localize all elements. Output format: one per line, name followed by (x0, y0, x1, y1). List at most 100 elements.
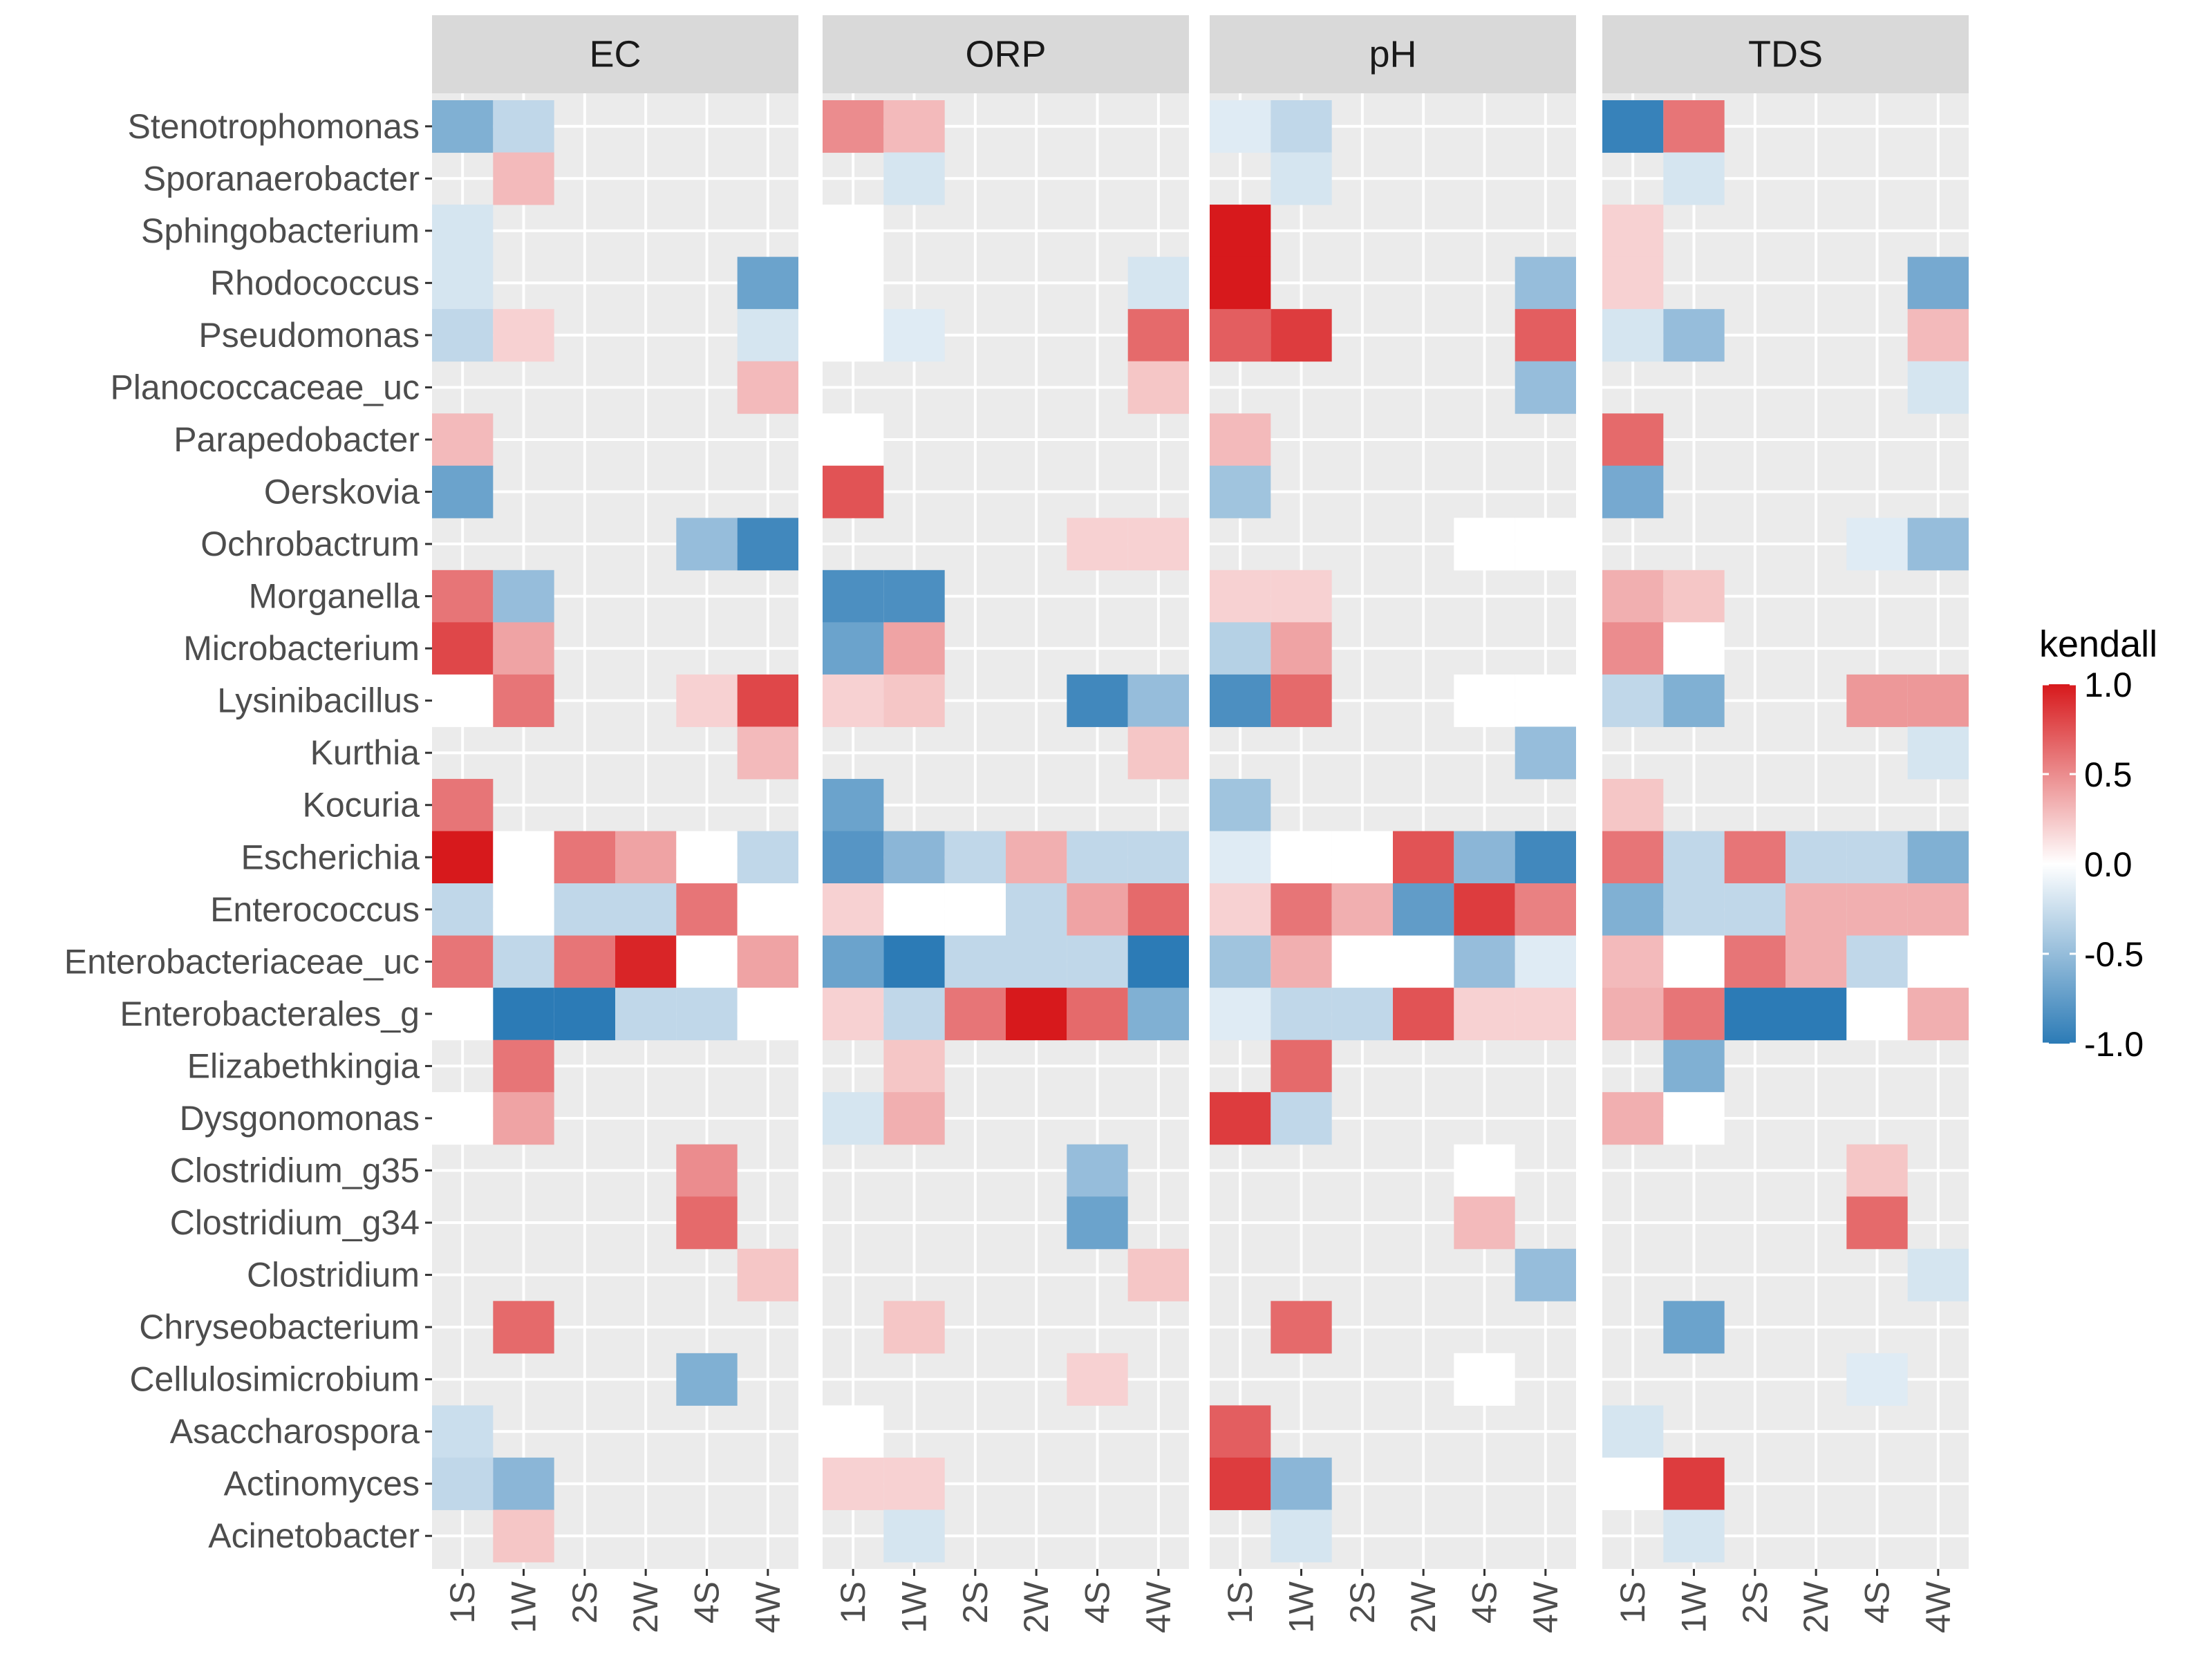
y-tick-label-dysgonomonas: Dysgonomonas (180, 1099, 420, 1138)
heat-cell-tds-microbacterium-1s (1602, 622, 1664, 675)
heat-cell-ph-enterobacteriaceae-uc-4s (1454, 935, 1515, 988)
heat-cell-orp-escherichia-4s (1067, 831, 1128, 884)
heat-cell-tds-clostridium-g34-4s (1846, 1196, 1908, 1250)
x-axis-orp: 1S 1W 2S 2W 4S 4W (834, 1569, 1178, 1633)
heat-cell-ec-enterobacteriaceae-uc-2w (615, 935, 677, 988)
heat-cell-ph-clostridium-4w (1515, 1248, 1576, 1301)
heat-cell-ec-ochrobactrum-4w (737, 518, 798, 571)
heat-cell-ph-enterobacterales-g-2w (1393, 988, 1454, 1041)
heat-cell-tds-enterococcus-1s (1602, 883, 1664, 937)
facet-label-tds: TDS (1748, 34, 1823, 75)
heat-cell-orp-enterobacterales-g-1w (883, 988, 945, 1041)
heat-cell-tds-enterobacterales-g-1s (1602, 988, 1664, 1041)
y-tick-label-asaccharospora: Asaccharospora (170, 1412, 420, 1451)
heat-cell-orp-kocuria-1s (823, 778, 884, 831)
heat-cell-ec-morganella-1s (432, 570, 494, 623)
x-tick-label-1w: 1W (1282, 1581, 1321, 1633)
heat-cell-ph-stenotrophomonas-1s (1210, 100, 1271, 153)
x-tick-label-4s: 4S (688, 1581, 727, 1624)
heat-cell-ec-pseudomonas-1w (493, 309, 554, 362)
heat-cell-tds-pseudomonas-4w (1907, 309, 1969, 362)
heat-cell-ec-microbacterium-1s (432, 622, 494, 675)
y-tick-label-acinetobacter: Acinetobacter (208, 1516, 420, 1555)
heat-cell-orp-planococcaceae-uc-4w (1127, 361, 1189, 414)
heat-cell-orp-enterobacteriaceae-uc-2s (944, 935, 1006, 988)
x-tick-label-4s: 4S (1078, 1581, 1117, 1624)
strip-background (432, 15, 798, 93)
heat-cell-tds-escherichia-1w (1663, 831, 1725, 884)
y-tick-label-microbacterium: Microbacterium (183, 629, 420, 668)
heat-cell-orp-lysinibacillus-4w (1127, 674, 1189, 727)
heat-cell-ph-escherichia-1s (1210, 831, 1271, 884)
y-tick-label-kocuria: Kocuria (302, 786, 420, 825)
legend-title: kendall (2039, 623, 2157, 665)
heat-cell-ec-microbacterium-1w (493, 622, 554, 675)
x-tick-label-2w: 2W (1797, 1581, 1835, 1633)
heat-cell-ph-lysinibacillus-4w (1515, 674, 1576, 727)
x-tick-label-2s: 2S (1736, 1581, 1774, 1624)
heat-cell-ec-clostridium-4w (737, 1248, 798, 1301)
heat-cell-ph-kocuria-1s (1210, 778, 1271, 831)
heat-cell-tds-pseudomonas-1w (1663, 309, 1725, 362)
heat-cell-tds-enterobacteriaceae-uc-1s (1602, 935, 1664, 988)
heat-cell-ph-kurthia-4w (1515, 726, 1576, 780)
heat-cell-ec-enterococcus-4s (676, 883, 738, 937)
y-tick-label-escherichia: Escherichia (241, 838, 420, 876)
heat-cell-ec-lysinibacillus-4s (676, 674, 738, 727)
heat-cell-orp-acinetobacter-1w (883, 1509, 945, 1563)
heat-cell-orp-morganella-1w (883, 570, 945, 623)
heat-cell-ph-escherichia-4s (1454, 831, 1515, 884)
heat-cell-ph-enterobacterales-g-2s (1331, 988, 1393, 1041)
heat-cell-tds-actinomyces-1w (1663, 1457, 1725, 1510)
panel-tds: TDS 1S 1W 2S 2W 4S 4W (1602, 15, 1969, 1633)
heat-cell-ph-sphingobacterium-1s (1210, 205, 1271, 258)
heat-cell-orp-actinomyces-1s (823, 1457, 884, 1510)
heat-cell-orp-sphingobacterium-1s (823, 205, 884, 258)
heat-cell-ph-parapedobacter-1s (1210, 413, 1271, 467)
legend-label: -0.5 (2084, 935, 2144, 974)
x-tick-label-1s: 1S (834, 1581, 872, 1624)
heat-cell-ph-microbacterium-1w (1271, 622, 1332, 675)
heat-cell-ec-oerskovia-1s (432, 465, 494, 518)
heat-cell-orp-enterobacteriaceae-uc-4w (1127, 935, 1189, 988)
heat-cell-orp-dysgonomonas-1s (823, 1092, 884, 1145)
heat-cell-orp-enterococcus-1w (883, 883, 945, 937)
strip-background (1602, 15, 1969, 93)
heat-cell-tds-stenotrophomonas-1s (1602, 100, 1664, 153)
y-tick-label-parapedobacter: Parapedobacter (174, 420, 420, 459)
heat-cell-ph-enterobacterales-g-4w (1515, 988, 1576, 1041)
y-tick-label-actinomyces: Actinomyces (224, 1465, 420, 1503)
heat-cell-orp-escherichia-4w (1127, 831, 1189, 884)
heat-cell-orp-rhodococcus-4w (1127, 256, 1189, 310)
heat-cell-ec-planococcaceae-uc-4w (737, 361, 798, 414)
heat-cell-ph-lysinibacillus-4s (1454, 674, 1515, 727)
x-axis-ec: 1S 1W 2S 2W 4S 4W (443, 1569, 787, 1633)
heat-cell-tds-planococcaceae-uc-4w (1907, 361, 1969, 414)
heat-cell-ec-cellulosimicrobium-4s (676, 1353, 738, 1406)
heat-cell-orp-microbacterium-1s (823, 622, 884, 675)
y-tick-label-enterococcus: Enterococcus (210, 890, 420, 929)
heat-cell-tds-ochrobactrum-4w (1907, 518, 1969, 571)
heat-cell-orp-cellulosimicrobium-4s (1067, 1353, 1128, 1406)
x-tick-label-2s: 2S (565, 1581, 604, 1624)
heat-cell-ph-chryseobacterium-1w (1271, 1301, 1332, 1354)
heat-cell-tds-pseudomonas-1s (1602, 309, 1664, 362)
heat-cell-ec-escherichia-1s (432, 831, 494, 884)
x-tick-label-1s: 1S (1613, 1581, 1652, 1624)
x-tick-label-2w: 2W (1404, 1581, 1443, 1633)
heat-cell-orp-oerskovia-1s (823, 465, 884, 518)
heat-cell-ec-enterobacteriaceae-uc-2s (554, 935, 615, 988)
heat-cell-orp-enterococcus-1s (823, 883, 884, 937)
heat-cell-tds-enterococcus-1w (1663, 883, 1725, 937)
legend-label: 1.0 (2084, 666, 2133, 704)
heat-cell-ec-escherichia-1w (493, 831, 554, 884)
panel-orp: ORP 1S 1W 2S 2W 4S 4W (823, 15, 1189, 1633)
x-tick-label-2w: 2W (626, 1581, 665, 1633)
y-tick-label-kurthia: Kurthia (310, 733, 420, 772)
heat-cell-ec-enterobacterales-g-2w (615, 988, 677, 1041)
heat-cell-tds-enterobacterales-g-2w (1785, 988, 1847, 1041)
heat-cell-ec-rhodococcus-1s (432, 256, 494, 310)
x-tick-label-2s: 2S (1343, 1581, 1382, 1624)
heat-cell-orp-escherichia-2s (944, 831, 1006, 884)
